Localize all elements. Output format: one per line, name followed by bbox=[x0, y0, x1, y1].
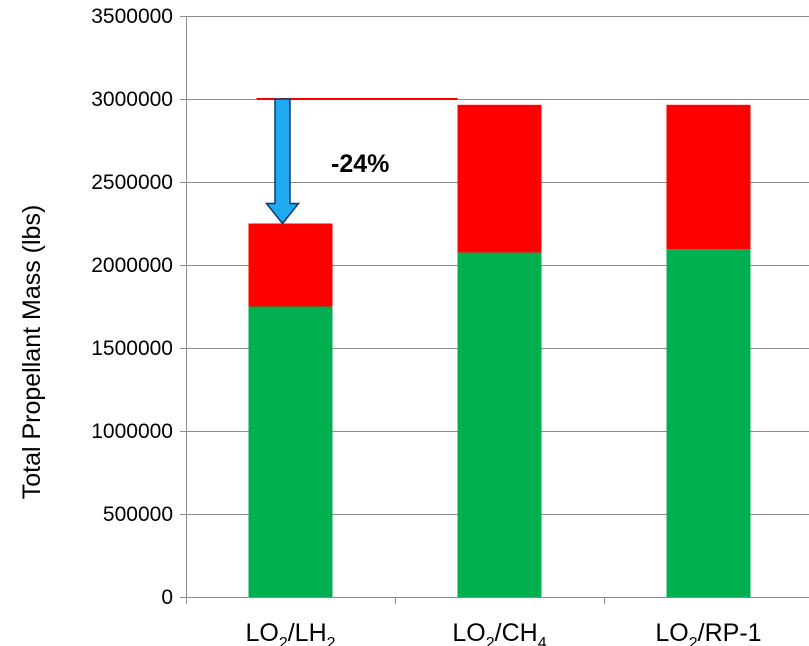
y-tick-label: 2500000 bbox=[91, 171, 173, 194]
percent-change-label: -24% bbox=[331, 150, 389, 178]
axes bbox=[180, 16, 809, 604]
x-category-labels: LO2/LH2 LO2/CH4 LO2/RP-1 bbox=[245, 619, 761, 646]
label-text: / bbox=[495, 619, 502, 646]
y-tick-label: 1000000 bbox=[91, 420, 173, 443]
bar-segment bbox=[248, 223, 333, 307]
y-tick-label: 2000000 bbox=[91, 254, 173, 277]
subscript: 2 bbox=[689, 635, 698, 646]
bar-segment bbox=[248, 306, 333, 597]
down-arrow bbox=[264, 98, 301, 225]
x-category-label: LO2/LH2 bbox=[245, 619, 335, 646]
bars bbox=[248, 104, 751, 598]
bar-segment bbox=[457, 104, 542, 253]
label-text: / bbox=[698, 619, 705, 646]
label-text: / bbox=[288, 619, 295, 646]
x-category-label: LO2/RP-1 bbox=[655, 619, 761, 646]
label-text: LO bbox=[245, 619, 278, 646]
y-tick-label: 500000 bbox=[103, 503, 173, 526]
subscript: 2 bbox=[279, 635, 288, 646]
label-text: LO bbox=[655, 619, 688, 646]
label-text: LO bbox=[452, 619, 485, 646]
subscript: 2 bbox=[327, 635, 336, 646]
y-axis-label: Total Propellant Mass (lbs) bbox=[18, 205, 46, 500]
y-tick-label: 3500000 bbox=[91, 5, 173, 28]
bar-segment bbox=[457, 252, 542, 598]
y-tick-label: 3000000 bbox=[91, 88, 173, 111]
y-tick-label: 1500000 bbox=[91, 337, 173, 360]
bar-segment bbox=[666, 104, 751, 250]
label-text: RP-1 bbox=[705, 619, 762, 646]
bar-segment bbox=[666, 249, 751, 598]
subscript: 2 bbox=[486, 635, 495, 646]
label-text: CH bbox=[502, 619, 538, 646]
y-tick-label: 0 bbox=[161, 586, 173, 609]
x-category-label: LO2/CH4 bbox=[452, 619, 546, 646]
annotation: -24% bbox=[256, 98, 458, 225]
subscript: 4 bbox=[538, 635, 547, 646]
y-tick-labels: 0 500000 1000000 1500000 2000000 2500000 30000… bbox=[91, 5, 173, 609]
label-text: LH bbox=[295, 619, 327, 646]
